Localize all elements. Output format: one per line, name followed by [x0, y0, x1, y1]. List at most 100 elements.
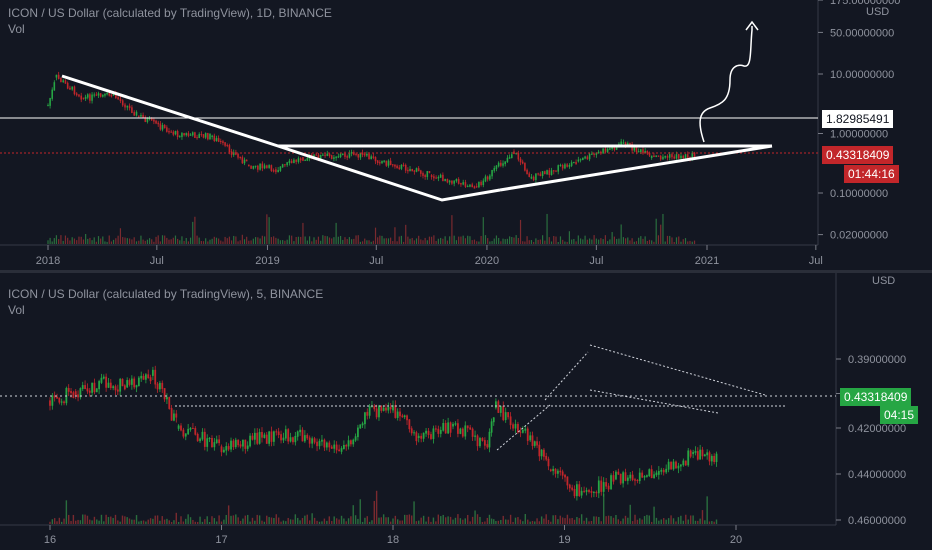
- volume-bar: [67, 237, 69, 244]
- volume-bar: [546, 213, 548, 244]
- volume-bar: [350, 516, 352, 524]
- candle-body: [550, 170, 553, 175]
- volume-bar: [282, 520, 285, 524]
- descending-trendline[interactable]: [61, 74, 501, 202]
- bottom-drawings[interactable]: [0, 344, 836, 451]
- candle-body: [346, 156, 348, 158]
- volume-bar: [399, 520, 401, 524]
- candle-body: [184, 433, 187, 437]
- candle-body: [207, 133, 209, 140]
- candle-body: [648, 152, 651, 156]
- candle-body: [502, 163, 504, 166]
- candle-body: [389, 407, 392, 410]
- volume-bar: [682, 520, 685, 524]
- volume-bar: [185, 238, 187, 244]
- candle-body: [552, 170, 555, 172]
- candle-body: [163, 124, 166, 129]
- volume-bar: [105, 514, 107, 524]
- volume-bar: [289, 519, 292, 524]
- rising-channel-upper[interactable]: [544, 351, 589, 401]
- volume-bar: [273, 236, 275, 244]
- candle-body: [275, 169, 277, 173]
- volume-bar: [157, 235, 159, 244]
- bottom-countdown-tag: 04:15: [880, 406, 919, 424]
- candle-body: [326, 153, 329, 156]
- bottom-time-axis[interactable]: 16 17 18 19 20: [44, 525, 742, 546]
- top-time-axis[interactable]: 2018 Jul 2019 Jul 2020 Jul 2021 Jul: [36, 245, 823, 267]
- bottom-currency-unit[interactable]: USD: [872, 275, 896, 287]
- candle-body: [341, 153, 344, 155]
- volume-bar: [300, 236, 302, 244]
- wedge-lower-line[interactable]: [589, 389, 719, 414]
- candle-body: [306, 434, 309, 439]
- candle-body: [471, 428, 474, 437]
- volume-bar: [629, 240, 631, 244]
- candle-body: [292, 437, 294, 443]
- candle-body: [593, 491, 595, 493]
- volume-bar: [251, 517, 254, 524]
- volume-bar: [402, 241, 405, 244]
- volume-bar: [502, 238, 504, 244]
- projection-arrow[interactable]: [699, 26, 753, 143]
- volume-bar: [607, 515, 610, 524]
- volume-bar: [585, 517, 588, 524]
- candle-body: [531, 435, 534, 446]
- top-price-axis[interactable]: 175.00000000 50.00000000 10.00000000 1.0000…: [818, 0, 900, 242]
- candle-body: [622, 142, 625, 144]
- candle-body: [330, 155, 333, 159]
- volume-bar: [666, 235, 669, 244]
- candle-body: [376, 160, 379, 163]
- candle-body: [211, 135, 213, 138]
- candle-body: [263, 165, 266, 169]
- volume-bar: [672, 518, 675, 524]
- top-currency-unit[interactable]: USD: [866, 6, 890, 18]
- bottom-xtick-label: 19: [558, 534, 570, 546]
- candle-body: [361, 423, 364, 426]
- bottom-ytick-label: 0.39000000: [848, 354, 906, 366]
- candle-body: [355, 153, 357, 155]
- candle-body: [506, 157, 509, 163]
- volume-bar: [343, 518, 345, 524]
- volume-bar: [348, 237, 351, 244]
- volume-bar: [82, 514, 84, 524]
- volume-bar: [631, 238, 633, 244]
- candle-body: [710, 455, 713, 462]
- volume-bar: [220, 521, 223, 524]
- candle-body: [613, 146, 616, 150]
- volume-bar: [128, 518, 131, 524]
- candle-body: [493, 168, 496, 171]
- ascending-trendline[interactable]: [499, 144, 773, 192]
- candle-body: [88, 390, 91, 393]
- volume-bar: [69, 240, 71, 244]
- volume-bar: [291, 235, 293, 244]
- volume-bar: [509, 514, 512, 524]
- volume-bar: [578, 518, 580, 524]
- top-drawings[interactable]: [0, 20, 818, 202]
- volume-bar: [370, 241, 372, 244]
- volume-bar: [53, 238, 55, 244]
- volume-bar: [220, 240, 222, 244]
- volume-bar: [566, 241, 568, 244]
- candle-body: [198, 134, 201, 138]
- candle-body: [177, 425, 180, 429]
- candle-body: [142, 375, 145, 380]
- volume-bar: [538, 521, 541, 524]
- candle-body: [417, 435, 420, 438]
- volume-bar: [715, 519, 718, 524]
- volume-bar: [437, 238, 439, 244]
- pane-separator[interactable]: [0, 270, 932, 273]
- volume-bar: [422, 240, 424, 244]
- volume-bar: [230, 240, 233, 244]
- volume-bar: [692, 515, 694, 524]
- candle-body: [176, 131, 179, 138]
- rising-channel-lower[interactable]: [496, 404, 551, 451]
- volume-bar: [359, 499, 361, 524]
- candle-body: [273, 431, 275, 442]
- volume-bar: [47, 240, 49, 244]
- candle-body: [692, 452, 695, 455]
- candle-body: [170, 131, 172, 133]
- candle-body: [568, 484, 571, 489]
- volume-bar: [400, 235, 403, 244]
- candle-body: [379, 162, 381, 164]
